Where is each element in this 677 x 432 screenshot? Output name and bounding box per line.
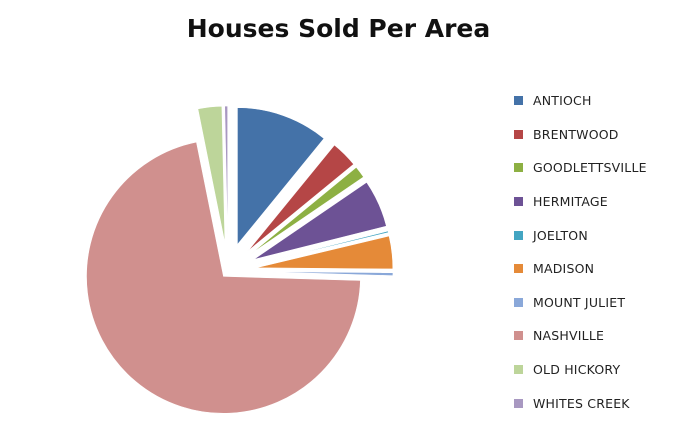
legend-swatch [514,398,523,408]
legend-label: ANTIOCH [533,93,592,109]
legend-label: HERMITAGE [533,194,608,210]
pie-slice-antioch [237,107,325,246]
legend-label: GOODLETTSVILLE [533,160,647,176]
legend-label: OLD HICKORY [533,362,621,378]
legend-item: JOELTON [514,218,674,252]
pie-slice-goodlettsville [250,166,364,255]
legend-label: JOELTON [533,227,588,243]
legend-item: MOUNT JULIET [514,286,674,320]
legend-swatch [514,163,523,173]
pie-slice-brentwood [247,144,355,252]
legend-item: WHITES CREEK [514,386,674,420]
legend-label: MOUNT JULIET [533,294,626,310]
legend-label: WHITES CREEK [533,395,630,411]
pie-slice-nashville [86,141,361,414]
legend-item: NASHVILLE [514,319,674,353]
legend-swatch [514,96,523,106]
pie-slice-mount-juliet [255,271,394,277]
legend-swatch [514,264,523,274]
pie-slice-old-hickory [197,105,226,244]
legend-item: HERMITAGE [514,185,674,219]
legend-item: GOODLETTSVILLE [514,151,674,185]
legend-item: OLD HICKORY [514,353,674,387]
legend-swatch [514,129,523,139]
pie-slice-madison [255,235,394,270]
pie-slice-joelton [255,230,389,265]
legend-item: BRENTWOOD [514,118,674,152]
legend-item: ANTIOCH [514,84,674,118]
chart-legend: ANTIOCH BRENTWOOD GOODLETTSVILLE HERMITAGE J… [514,84,674,420]
legend-swatch [514,297,523,307]
pie-slice-hermitage [253,181,387,260]
chart-title: Houses Sold Per Area [186,14,491,43]
legend-item: MADISON [514,252,674,286]
legend-swatch [514,331,523,341]
legend-swatch [514,197,523,207]
legend-swatch [514,230,523,240]
legend-swatch [514,365,523,375]
legend-label: NASHVILLE [533,328,605,344]
pie-slice-whites-creek [224,105,228,244]
legend-label: BRENTWOOD [533,126,619,142]
legend-label: MADISON [533,261,595,277]
